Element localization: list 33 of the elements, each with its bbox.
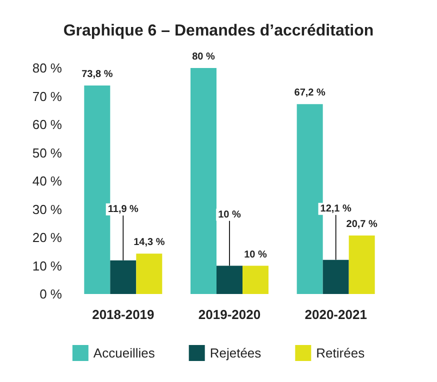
y-tick-label: 50 %: [32, 145, 62, 160]
bar: [190, 68, 216, 294]
data-label: 73,8 %: [82, 69, 113, 80]
legend-label: Rejetées: [210, 346, 262, 360]
y-tick-label: 80 %: [32, 60, 62, 76]
data-label: 10 %: [218, 209, 242, 220]
x-tick-label: 2020-2021: [304, 307, 367, 322]
bar: [84, 86, 110, 294]
bar: [216, 266, 242, 294]
y-tick-label: 40 %: [32, 174, 62, 188]
data-label: 67,2 %: [294, 88, 326, 99]
legend-label: Retirées: [316, 346, 366, 360]
y-tick-label: 0 %: [40, 286, 62, 302]
y-tick-label: 30 %: [32, 202, 62, 217]
y-tick-label: 10 %: [32, 258, 62, 274]
data-label: 80 %: [192, 52, 216, 62]
data-label: 12,1 %: [320, 203, 352, 214]
x-tick-label: 2018-2019: [92, 307, 154, 322]
bar: [136, 254, 162, 294]
y-tick-label: 70 %: [32, 88, 62, 104]
data-label: 10 %: [244, 249, 268, 260]
bar: [348, 236, 375, 294]
bar: [110, 260, 136, 294]
data-label: 20,7 %: [346, 219, 378, 230]
y-tick-label: 60 %: [32, 117, 62, 132]
x-tick-label: 2019-2020: [198, 307, 261, 322]
data-label: 11,9 %: [108, 204, 139, 215]
data-label: 14,3 %: [134, 237, 165, 248]
legend-label: Accueillies: [93, 346, 156, 360]
chart-title: Graphique 6 – Demandes d’accréditation: [63, 22, 374, 40]
bar: [242, 266, 268, 294]
bar: [322, 260, 349, 294]
y-tick-label: 20 %: [32, 230, 62, 245]
